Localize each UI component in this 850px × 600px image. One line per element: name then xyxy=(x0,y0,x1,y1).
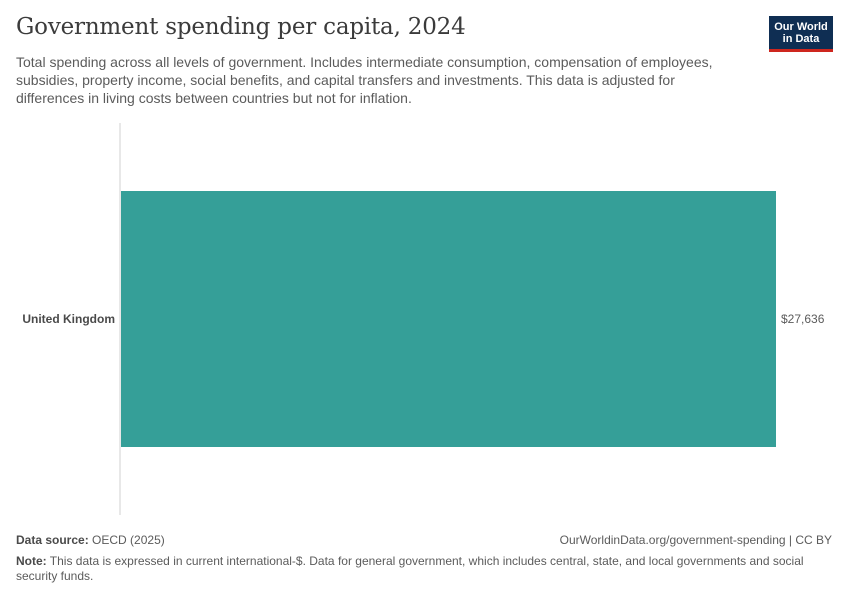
bar-chart: United Kingdom $27,636 xyxy=(22,123,825,515)
bar-united-kingdom[interactable] xyxy=(121,191,776,447)
data-source: Data source: OECD (2025) xyxy=(16,533,165,548)
owid-logo[interactable]: Our World in Data xyxy=(769,16,833,52)
chart-note: Note: This data is expressed in current … xyxy=(16,554,816,584)
note-text: This data is expressed in current intern… xyxy=(16,554,804,583)
chart-subtitle: Total spending across all levels of gove… xyxy=(16,54,713,106)
logo-line-2: in Data xyxy=(782,33,820,45)
category-label: United Kingdom xyxy=(22,312,115,326)
source-label: Data source: xyxy=(16,533,89,547)
logo-line-1: Our World xyxy=(774,21,828,33)
note-label: Note: xyxy=(16,554,47,568)
chart-url[interactable]: OurWorldinData.org/government-spending |… xyxy=(559,533,832,547)
chart-title: Government spending per capita, 2024 xyxy=(16,14,466,40)
value-label: $27,636 xyxy=(781,312,825,326)
source-link[interactable]: OECD (2025) xyxy=(92,533,165,547)
